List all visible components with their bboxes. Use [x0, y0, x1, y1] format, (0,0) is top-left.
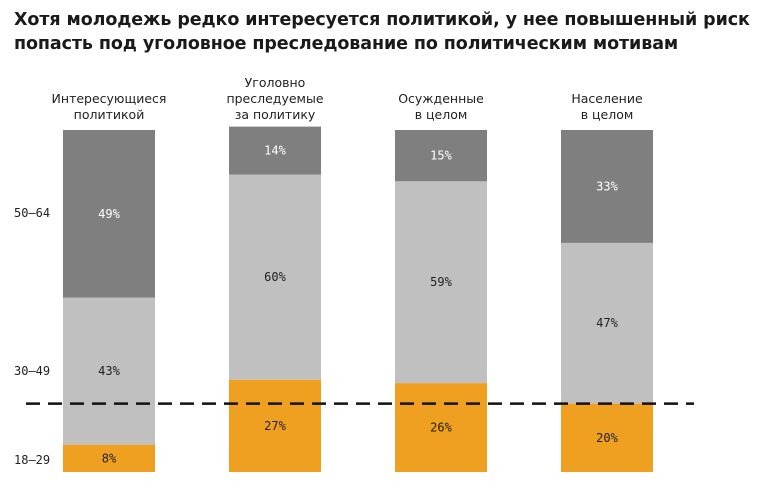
- data-label-4-2: 47%: [596, 316, 618, 330]
- category-label-line: Уголовно: [244, 75, 306, 90]
- title-line-1: Хотя молодежь редко интересуется политик…: [14, 10, 750, 30]
- category-label-4: Население в целом: [532, 91, 682, 123]
- category-label-line: за политику: [234, 107, 316, 122]
- bar-segment-4-3: [561, 130, 653, 243]
- age-label-50-64: 50–64: [14, 206, 51, 220]
- data-label-3-3: 15%: [430, 149, 452, 163]
- category-label-line: Осужденные: [398, 91, 484, 106]
- data-label-1-1: 8%: [102, 451, 117, 465]
- data-label-2-3: 14%: [264, 144, 286, 158]
- category-label-line: в целом: [580, 107, 634, 122]
- data-label-1-3: 49%: [98, 207, 120, 221]
- category-label-line: Интересующиеся: [51, 91, 167, 106]
- bar-segment-2-3: [229, 126, 321, 175]
- bar-segment-2-1: [229, 379, 321, 472]
- data-label-3-1: 26%: [430, 421, 452, 435]
- data-label-2-1: 27%: [264, 419, 286, 433]
- bar-segment-1-2: [63, 297, 155, 445]
- category-label-line: Население: [571, 91, 643, 106]
- title-line-2: попасть под уголовное преследование по п…: [14, 34, 679, 54]
- category-label-line: политикой: [73, 107, 145, 122]
- bar-segment-3-3: [395, 130, 487, 182]
- data-label-4-1: 20%: [596, 431, 618, 445]
- category-label-3: Осужденные в целом: [366, 91, 516, 123]
- bar-segment-4-2: [561, 242, 653, 404]
- category-label-line: в целом: [414, 107, 468, 122]
- bar-segment-4-1: [561, 403, 653, 472]
- data-label-3-2: 59%: [430, 275, 452, 289]
- data-label-4-3: 33%: [596, 179, 618, 193]
- age-label-30-49: 30–49: [14, 364, 51, 378]
- bar-segment-1-1: [63, 444, 155, 472]
- category-label-2: Уголовно преследуемые за политику: [200, 75, 350, 123]
- bar-segment-1-3: [63, 130, 155, 298]
- category-label-line: преследуемые: [226, 91, 324, 106]
- category-label-1: Интересующиеся политикой: [34, 91, 184, 123]
- age-label-18-29: 18–29: [14, 453, 51, 467]
- chart-title: Хотя молодежь редко интересуется политик…: [14, 8, 754, 56]
- data-label-1-2: 43%: [98, 364, 120, 378]
- data-label-2-2: 60%: [264, 270, 286, 284]
- bar-segment-3-2: [395, 181, 487, 384]
- bar-segment-2-2: [229, 174, 321, 380]
- bar-segment-3-1: [395, 383, 487, 472]
